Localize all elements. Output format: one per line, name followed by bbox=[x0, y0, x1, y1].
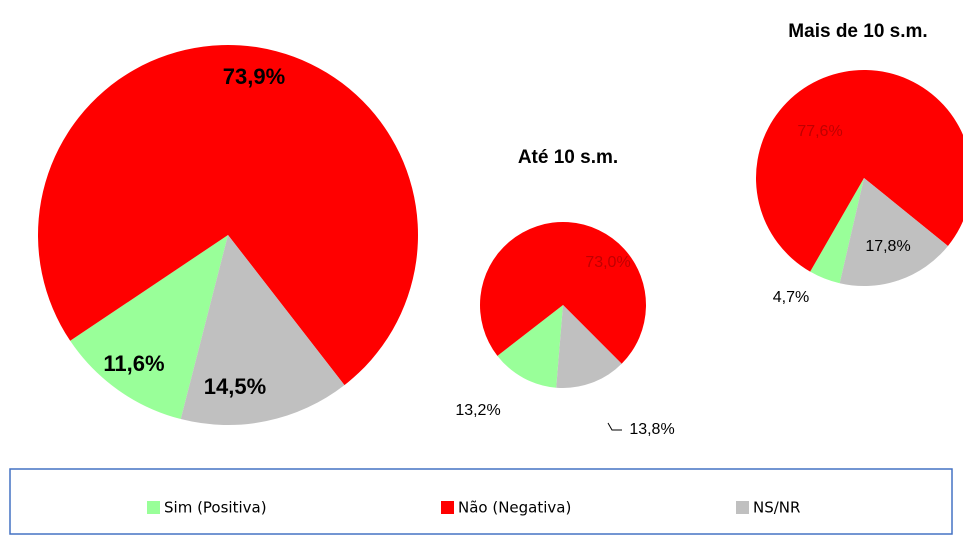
legend-label: Sim (Positiva) bbox=[164, 499, 267, 517]
legend-label: Não (Negativa) bbox=[458, 499, 571, 517]
pie-slice bbox=[38, 45, 419, 386]
legend-box bbox=[9, 468, 953, 535]
data-label: 4,7% bbox=[773, 289, 809, 306]
data-label: 13,2% bbox=[455, 402, 500, 419]
data-label: 11,6% bbox=[103, 351, 164, 376]
pie-slice bbox=[556, 305, 622, 388]
chart-title: Até 10 s.m. bbox=[518, 147, 618, 168]
data-label: 17,8% bbox=[865, 238, 910, 255]
pie-slice bbox=[497, 305, 563, 388]
leader-line bbox=[607, 422, 622, 431]
data-label: 73,0% bbox=[585, 254, 630, 271]
pie-slice bbox=[480, 221, 646, 364]
legend-swatch bbox=[147, 501, 160, 514]
pie-slice bbox=[70, 235, 228, 420]
pie-slice bbox=[810, 178, 864, 284]
legend-swatch bbox=[441, 501, 454, 514]
data-label: 13,8% bbox=[629, 421, 674, 438]
pie-slice bbox=[756, 70, 963, 272]
legend-label: NS/NR bbox=[753, 499, 800, 517]
pie-slice bbox=[839, 178, 948, 286]
chart-title: Mais de 10 s.m. bbox=[788, 21, 927, 42]
data-label: 73,9% bbox=[223, 64, 285, 89]
data-label: 77,6% bbox=[797, 123, 842, 140]
pie-slice bbox=[180, 235, 345, 426]
legend-swatch bbox=[736, 501, 749, 514]
data-label: 14,5% bbox=[204, 374, 266, 399]
